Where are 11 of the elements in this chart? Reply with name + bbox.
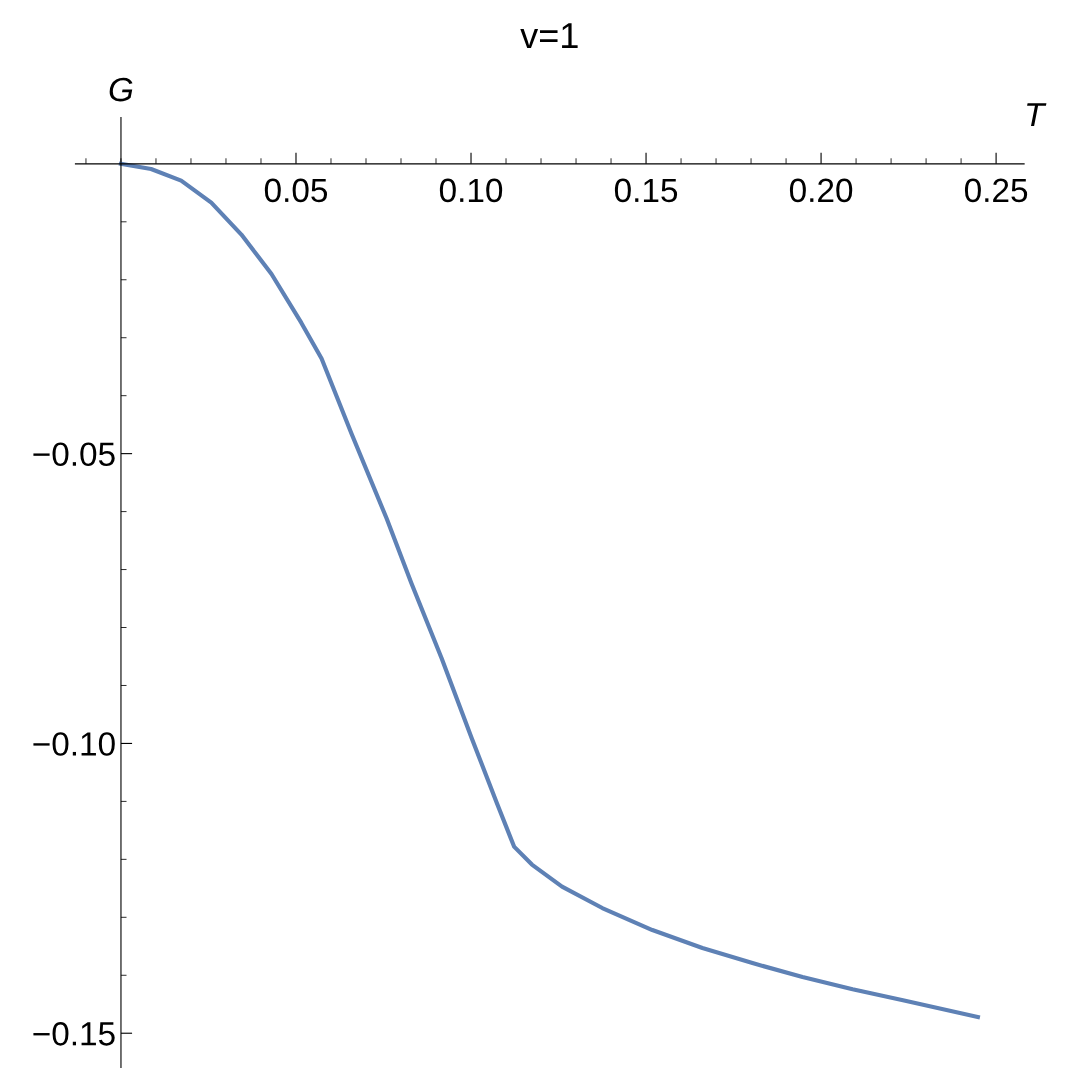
x-tick-label: 0.15 bbox=[614, 178, 678, 203]
y-tick-label: −0.10 bbox=[33, 732, 115, 756]
x-tick-label: 0.20 bbox=[789, 178, 853, 203]
y-tick-label: −0.05 bbox=[33, 442, 115, 467]
y-axis-title: G bbox=[109, 77, 133, 102]
x-tick-label: 0.10 bbox=[439, 178, 503, 203]
y-tick-label: −0.15 bbox=[33, 1022, 115, 1046]
chart-title: v=1 bbox=[520, 23, 578, 49]
x-axis-title: T bbox=[1027, 103, 1047, 127]
x-tick-label: 0.05 bbox=[264, 178, 328, 203]
x-tick-label: 0.25 bbox=[964, 178, 1028, 203]
